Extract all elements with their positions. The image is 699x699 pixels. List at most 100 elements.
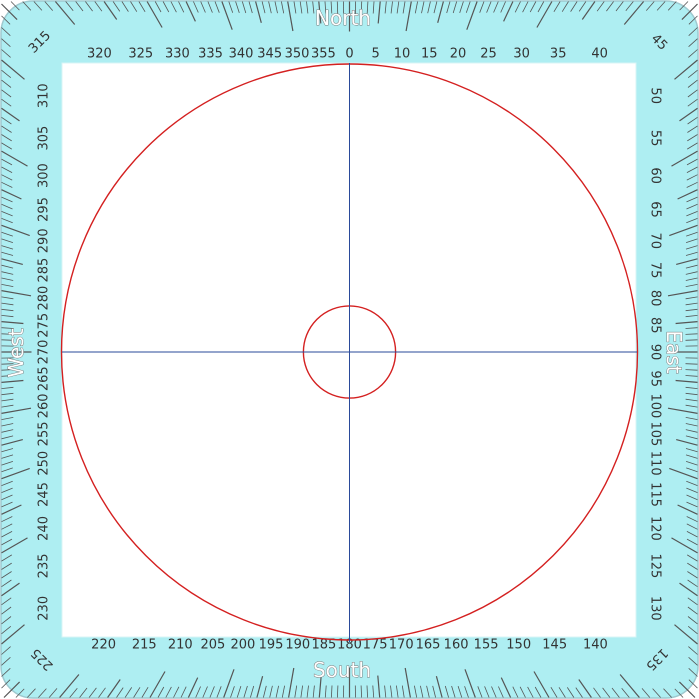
degree-tick [685,429,698,433]
degree-tick [1,439,23,446]
degree-tick [88,687,97,698]
degree-tick [75,1,84,12]
degree-tick [1,27,11,36]
degree-tick [103,1,118,20]
degree-tick [209,686,215,698]
degree-tick [124,687,133,698]
degree-tick [1,679,11,689]
degree-tick [1,531,13,538]
degree-tick [27,688,36,698]
degree-tick [1,224,30,237]
degree-tick [79,687,88,698]
degree-tick [1,386,14,389]
degree-tick [306,1,309,14]
degree-tick [1,251,14,256]
degree-tick [685,302,698,306]
degree-tick [685,454,698,459]
degree-tick [138,1,146,13]
degree-tick [451,685,456,698]
degree-tick [1,98,12,107]
degree-tick [686,166,698,173]
degree-tick [1,461,14,466]
degree-tick [669,224,698,237]
degree-label: 285 [37,258,52,283]
degree-tick [1,538,13,546]
degree-tick [281,685,285,698]
degree-label: 115 [648,482,663,507]
degree-tick [686,531,698,538]
degree-tick [193,1,199,13]
degree-tick [1,231,13,237]
degree-tick [216,686,222,698]
degree-tick [686,538,698,546]
degree-label: 80 [648,290,663,307]
degree-tick [686,196,698,203]
degree-tick [685,375,698,377]
degree-label: 170 [389,638,414,653]
degree-tick [685,417,698,420]
degree-tick [1,606,12,615]
degree-tick [685,315,698,318]
degree-tick [685,339,698,341]
degree-tick [1,363,14,365]
degree-tick [377,675,381,698]
degree-tick [207,1,213,13]
degree-tick [687,625,698,635]
degree-tick [479,1,485,13]
degree-tick [396,685,399,698]
degree-tick [685,327,698,329]
degree-tick [1,277,14,281]
degree-tick [1,369,14,371]
degree-tick [146,1,163,28]
degree-tick [1,302,14,306]
degree-tick [377,1,381,24]
degree-tick [1,501,13,508]
degree-tick [687,89,698,98]
degree-tick [421,1,425,14]
degree-tick [185,1,196,22]
degree-tick [685,369,698,371]
degree-tick [133,687,141,698]
degree-tick [223,669,235,698]
degree-tick [671,150,698,167]
degree-tick [1,429,14,433]
degree-tick [1,89,12,98]
degree-tick [1,245,14,250]
degree-label: 105 [648,421,663,446]
degree-tick [154,1,162,13]
degree-tick [281,1,285,14]
degree-tick [3,681,21,698]
degree-tick [498,686,504,698]
degree-tick [1,624,25,645]
degree-tick [446,1,451,14]
degree-tick [652,688,661,698]
degree-tick [457,685,463,698]
degree-tick [324,1,327,14]
degree-label: 335 [198,47,223,62]
degree-tick [1,296,14,300]
degree-label: 150 [506,638,531,653]
degree-tick [685,264,698,269]
degree-tick [1,448,14,453]
degree-label: 190 [285,638,310,653]
degree-tick [312,685,315,698]
degree-tick [674,624,698,645]
degree-tick [69,687,78,698]
degree-tick [38,688,47,698]
degree-tick [669,467,698,480]
degree-tick [366,685,368,698]
degree-tick [1,181,13,188]
degree-tick [1,107,20,122]
degree-tick [1,158,13,166]
degree-tick [187,677,199,698]
degree-tick [116,687,124,698]
degree-tick [688,27,698,36]
degree-tick [1,523,13,530]
degree-tick [1,315,14,318]
degree-tick [1,116,12,125]
degree-tick [1,407,32,414]
degree-tick [94,1,103,12]
degree-tick [1,554,13,562]
degree-tick [534,686,542,698]
